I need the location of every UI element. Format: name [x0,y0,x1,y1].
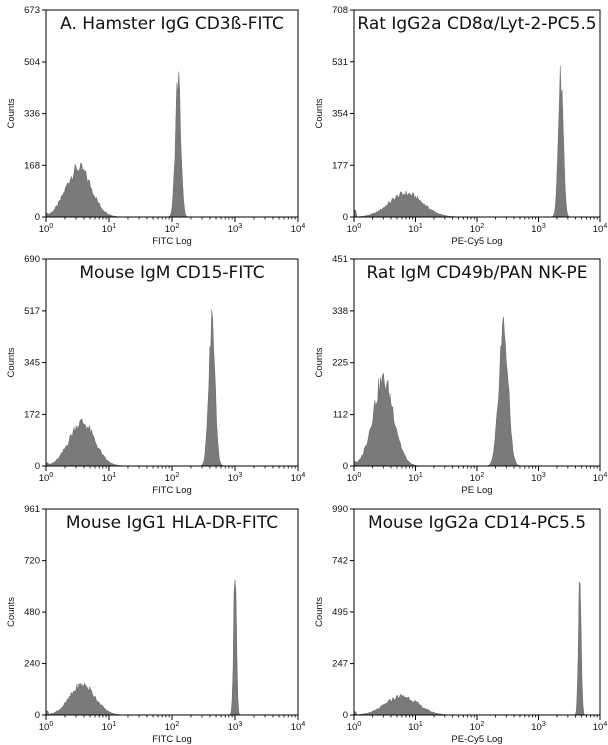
y-tick-label: 451 [332,254,348,265]
histogram-panel: Rat IgM CD49b/PAN NK-PE 0 112 225 338 451 Coun… [314,254,607,496]
histogram-panel: Mouse IgG1 HLA-DR-FITC 0 240 480 720 961 Count… [6,504,305,745]
x-tick-label: 101 [102,721,117,733]
x-tick-label: 100 [347,223,362,235]
y-tick-label: 0 [343,212,348,223]
x-tick-label: 104 [291,223,306,235]
y-tick-label: 690 [24,254,40,265]
x-tick-label: 103 [228,721,243,733]
y-axis-label: Counts [314,347,325,377]
y-tick-label: 708 [332,5,348,16]
x-axis-label: FITC Log [152,734,192,745]
y-tick-label: 336 [24,109,40,120]
x-axis-label: PE-Cy5 Log [451,236,502,247]
x-tick-label: 100 [39,223,54,235]
y-axis-label: Counts [6,347,17,377]
y-tick-label: 517 [24,306,40,317]
y-tick-label: 504 [24,57,40,68]
x-tick-label: 104 [291,472,306,484]
x-tick-label: 103 [531,472,546,484]
chart-title: Mouse IgM CD15-FITC [79,263,264,283]
x-tick-label: 102 [165,472,180,484]
x-tick-label: 100 [347,472,362,484]
y-tick-label: 531 [332,57,348,68]
y-tick-label: 0 [35,212,40,223]
histogram-area [45,309,298,467]
x-tick-label: 101 [102,472,117,484]
y-tick-label: 0 [343,710,348,721]
y-tick-label: 961 [24,504,40,515]
y-axis-label: Counts [6,597,17,627]
x-axis-label: FITC Log [152,236,192,247]
chart-title: Mouse IgG1 HLA-DR-FITC [66,513,278,533]
x-tick-label: 102 [470,721,485,733]
y-tick-label: 240 [24,659,40,670]
histogram-area [353,581,600,716]
y-tick-label: 345 [24,358,40,369]
y-tick-label: 0 [343,461,348,472]
x-tick-label: 102 [165,721,180,733]
plot-frame [45,508,299,716]
y-tick-label: 0 [35,461,40,472]
y-tick-label: 0 [35,710,40,721]
y-tick-label: 495 [332,607,348,618]
y-tick-label: 247 [332,659,348,670]
x-tick-label: 103 [531,721,546,733]
chart-title: Rat IgG2a CD8α/Lyt-2-PC5.5 [357,14,596,34]
y-tick-label: 338 [332,306,348,317]
x-tick-label: 102 [470,472,485,484]
x-axis-label: PE-Cy5 Log [451,734,502,745]
y-tick-label: 168 [24,160,40,171]
histogram-area [45,579,298,716]
x-tick-label: 104 [291,721,306,733]
histogram-panel: Mouse IgM CD15-FITC 0 172 345 517 690 Counts 10… [6,254,305,496]
x-tick-label: 101 [102,223,117,235]
y-tick-label: 112 [333,410,348,421]
y-tick-label: 990 [332,504,348,515]
x-tick-label: 104 [593,721,608,733]
histogram-area [353,316,600,467]
y-tick-label: 742 [332,556,348,567]
x-tick-label: 101 [408,472,423,484]
y-tick-label: 354 [332,109,348,120]
y-tick-label: 480 [24,607,40,618]
histogram-area [353,65,600,218]
chart-title: Rat IgM CD49b/PAN NK-PE [366,263,587,283]
y-axis-label: Counts [6,98,17,128]
y-axis-label: Counts [314,98,325,128]
x-axis-label: PE Log [461,485,492,496]
x-tick-label: 103 [531,223,546,235]
y-axis-label: Counts [314,597,325,627]
x-tick-label: 104 [593,223,608,235]
y-tick-label: 673 [24,5,40,16]
x-axis-label: FITC Log [152,485,192,496]
x-tick-label: 100 [39,721,54,733]
histogram-panel: Rat IgG2a CD8α/Lyt-2-PC5.5 0 177 354 531 708 C… [314,5,607,247]
x-tick-label: 103 [228,472,243,484]
x-tick-label: 101 [408,223,423,235]
x-tick-label: 102 [470,223,485,235]
y-tick-label: 720 [24,556,40,567]
histogram-panel: A. Hamster IgG CD3ß-FITC 0 168 336 504 673 Cou… [6,5,305,247]
x-tick-label: 101 [408,721,423,733]
x-tick-label: 100 [39,472,54,484]
y-tick-label: 172 [24,409,40,420]
histogram-panel: Mouse IgG2a CD14-PC5.5 0 247 495 742 990 Count… [314,504,607,745]
x-tick-label: 102 [165,223,180,235]
y-tick-label: 225 [332,358,348,369]
histogram-area [45,71,298,218]
x-tick-label: 100 [347,721,362,733]
chart-title: Mouse IgG2a CD14-PC5.5 [368,513,586,533]
chart-title: A. Hamster IgG CD3ß-FITC [60,14,284,34]
plot-frame [353,508,601,716]
x-tick-label: 103 [228,223,243,235]
y-tick-label: 177 [332,160,348,171]
x-tick-label: 104 [593,472,608,484]
